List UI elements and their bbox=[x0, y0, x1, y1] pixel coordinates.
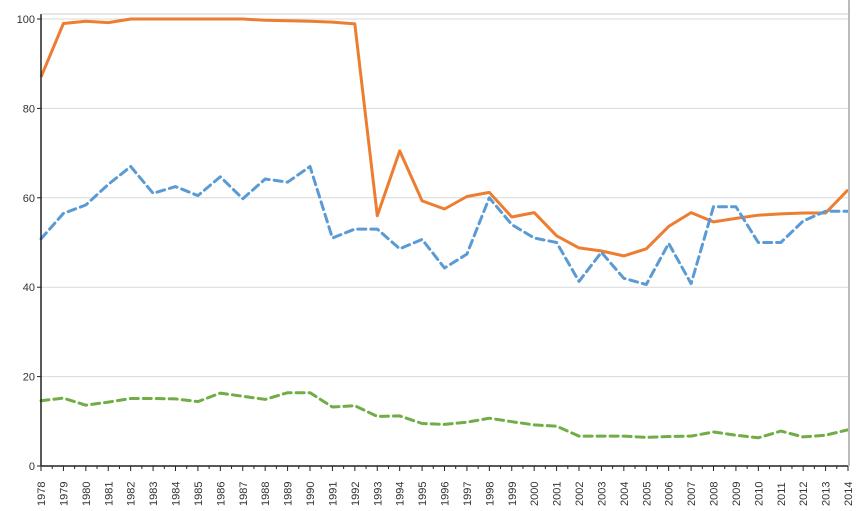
x-tick-label: 1983 bbox=[148, 482, 160, 506]
x-tick-label: 2004 bbox=[619, 482, 631, 506]
x-tick-label: 2003 bbox=[596, 482, 608, 506]
x-tick-label: 2002 bbox=[574, 482, 586, 506]
x-tick-label: 2008 bbox=[709, 482, 721, 506]
x-tick-label: 2006 bbox=[664, 482, 676, 506]
x-tick-label: 1991 bbox=[327, 482, 339, 506]
x-tick-label: 2009 bbox=[731, 482, 743, 506]
x-tick-label: 1992 bbox=[350, 482, 362, 506]
x-tick-label: 1985 bbox=[193, 482, 205, 506]
series-lines bbox=[39, 17, 850, 440]
y-axis-ticks: 0 20 40 60 80 100 bbox=[17, 14, 41, 473]
x-tick-label: 1989 bbox=[283, 482, 295, 506]
x-tick-label: 1984 bbox=[171, 482, 183, 506]
y-tick-label: 0 bbox=[29, 461, 35, 473]
x-tick-label: 2007 bbox=[686, 482, 698, 506]
x-axis-ticks: 1978 1979 1980 1981 1982 1983 1984 1985 1986 1987… bbox=[36, 466, 855, 506]
x-tick-label: 1997 bbox=[462, 482, 474, 506]
x-tick-label: 1980 bbox=[81, 482, 93, 506]
y-tick-label: 60 bbox=[23, 193, 35, 205]
x-tick-label: 1979 bbox=[58, 482, 70, 506]
y-tick-label: 20 bbox=[23, 372, 35, 384]
x-tick-label: 1995 bbox=[417, 482, 429, 506]
x-tick-label: 2011 bbox=[776, 482, 788, 506]
x-tick-label: 1990 bbox=[305, 482, 317, 506]
x-tick-label: 2000 bbox=[529, 482, 541, 506]
x-tick-label: 1993 bbox=[372, 482, 384, 506]
x-tick-label: 1981 bbox=[103, 482, 115, 506]
y-tick-label: 40 bbox=[23, 282, 35, 294]
x-tick-label: 2012 bbox=[798, 482, 810, 506]
x-tick-label: 2010 bbox=[753, 482, 765, 506]
series-line-orange-solid bbox=[39, 17, 850, 258]
x-tick-label: 1994 bbox=[395, 482, 407, 506]
x-tick-label: 1982 bbox=[126, 482, 138, 506]
x-tick-label: 1978 bbox=[36, 482, 48, 506]
series-line-blue-dashed bbox=[39, 165, 850, 286]
x-tick-label: 2013 bbox=[821, 482, 833, 506]
y-tick-label: 80 bbox=[23, 103, 35, 115]
x-tick-label: 1999 bbox=[507, 482, 519, 506]
gridlines bbox=[41, 18, 848, 378]
x-tick-label: 2014 bbox=[843, 482, 855, 506]
series-line-green-dashed bbox=[39, 391, 850, 440]
x-tick-label: 2001 bbox=[552, 482, 564, 506]
x-tick-label: 1998 bbox=[484, 482, 496, 506]
x-tick-label: 1987 bbox=[238, 482, 250, 506]
y-tick-label: 100 bbox=[17, 14, 35, 26]
x-tick-label: 1988 bbox=[260, 482, 272, 506]
x-tick-label: 1986 bbox=[215, 482, 227, 506]
x-tick-label: 1996 bbox=[440, 482, 452, 506]
x-tick-label: 2005 bbox=[641, 482, 653, 506]
